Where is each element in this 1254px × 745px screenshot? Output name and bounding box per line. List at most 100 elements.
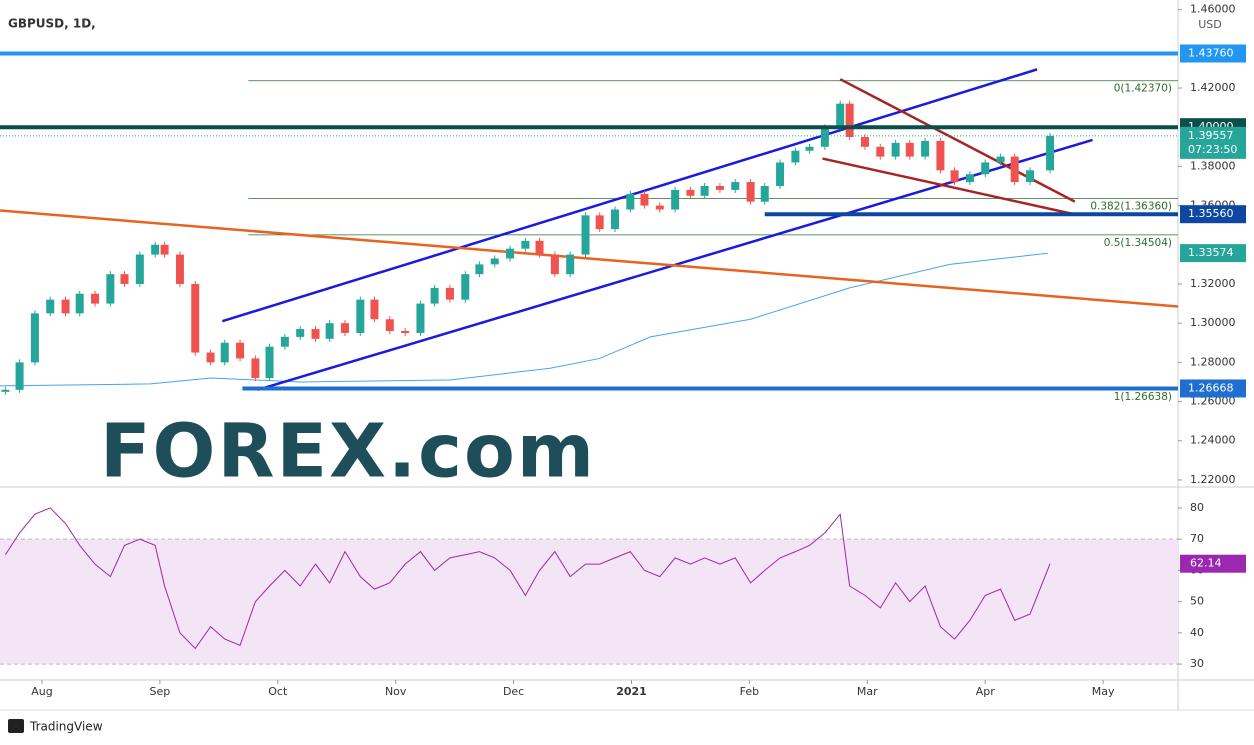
candle [191,283,200,353]
candle [30,313,39,363]
candle [731,182,740,190]
y-tick-label: 1.22000 [1190,473,1236,486]
candle [640,193,649,206]
candle [686,189,695,196]
x-tick-label: Sep [150,685,171,698]
y-tick-label: 1.24000 [1190,434,1236,447]
rsi-last-badge [1180,554,1246,573]
candle [490,258,499,265]
candle [91,293,100,304]
candle [626,193,635,210]
y-tick-label: 1.28000 [1190,355,1236,368]
candle [610,209,619,230]
logo: FOREX.com [100,409,596,495]
candle [550,254,559,275]
candle [75,293,84,314]
y-tick-label: 1.42000 [1190,81,1236,94]
candle [921,140,930,157]
rsi-line [5,507,1051,650]
x-tick-label: Oct [268,685,288,698]
candle [996,156,1005,163]
candle [566,254,575,275]
ma-label: 1.33574 [1188,246,1234,259]
candle [981,162,990,175]
candle [836,103,845,128]
candle [430,287,439,304]
candle [760,185,769,202]
candle [461,274,470,300]
rsi-tick-label: 40 [1190,626,1204,639]
candle [445,287,454,300]
y-tick-label: 1.32000 [1190,277,1236,290]
candle [715,185,724,190]
candle [135,254,144,284]
candle [356,299,365,333]
last-price-label: 1.39557 [1188,129,1234,142]
candle [506,248,515,259]
candle [151,244,160,255]
candle [61,299,70,314]
candle [671,189,680,210]
ma-badge [1180,244,1246,263]
x-tick-label: Dec [503,685,524,698]
candle [340,323,349,333]
level-badge [1180,205,1246,224]
trendline [822,157,1076,216]
candle [791,150,800,163]
x-tick-label: Apr [976,685,996,698]
rsi-last-label: 62.14 [1190,557,1222,570]
level-label: 1.26668 [1188,381,1234,394]
fib-label: 0.5(1.34504) [1104,237,1172,249]
candle [296,329,305,337]
candle [746,182,755,202]
timer: 07:23:50 [1188,143,1237,156]
rsi-band [0,539,1178,665]
candle [46,299,55,314]
candle [535,240,544,255]
candle [936,140,945,171]
candle [311,329,320,339]
candle [236,342,245,359]
x-tick-label: Mar [857,685,878,698]
candle [891,142,900,157]
candle [475,264,484,275]
candle [700,185,709,196]
chart-title: GBPUSD, 1D, [8,17,96,31]
trendline [839,78,1076,203]
level-label: 1.35560 [1188,207,1234,220]
x-tick-label: Nov [385,685,407,698]
candle [655,205,664,210]
tv-icon [8,719,24,733]
x-tick-label: Aug [31,685,52,698]
candle [820,127,829,147]
rsi-tick-label: 70 [1190,532,1204,545]
x-tick-label: May [1092,685,1115,698]
level-badge [1180,379,1246,398]
candle [776,162,785,186]
fib-label: 0.382(1.36360) [1090,201,1172,213]
candle [251,358,260,379]
level-badge [1180,44,1246,63]
candle [160,244,169,255]
candle [876,146,885,157]
candle [905,142,914,157]
candle [206,352,215,363]
candle [950,170,959,183]
candle [120,274,129,284]
candle [581,215,590,255]
candle [595,215,604,230]
candle [860,136,869,147]
candle [1026,170,1035,183]
candle [416,303,425,333]
candle [805,146,814,151]
last-price-badge [1180,126,1246,159]
candle [265,346,274,379]
fib-label: 1(1.26638) [1114,391,1172,403]
currency: USD [1198,18,1222,31]
level-label: 1.43760 [1188,47,1234,60]
candle [1010,156,1019,183]
y-tick-label: 1.46000 [1190,3,1236,16]
candle [965,174,974,183]
moving-average [0,252,1048,387]
